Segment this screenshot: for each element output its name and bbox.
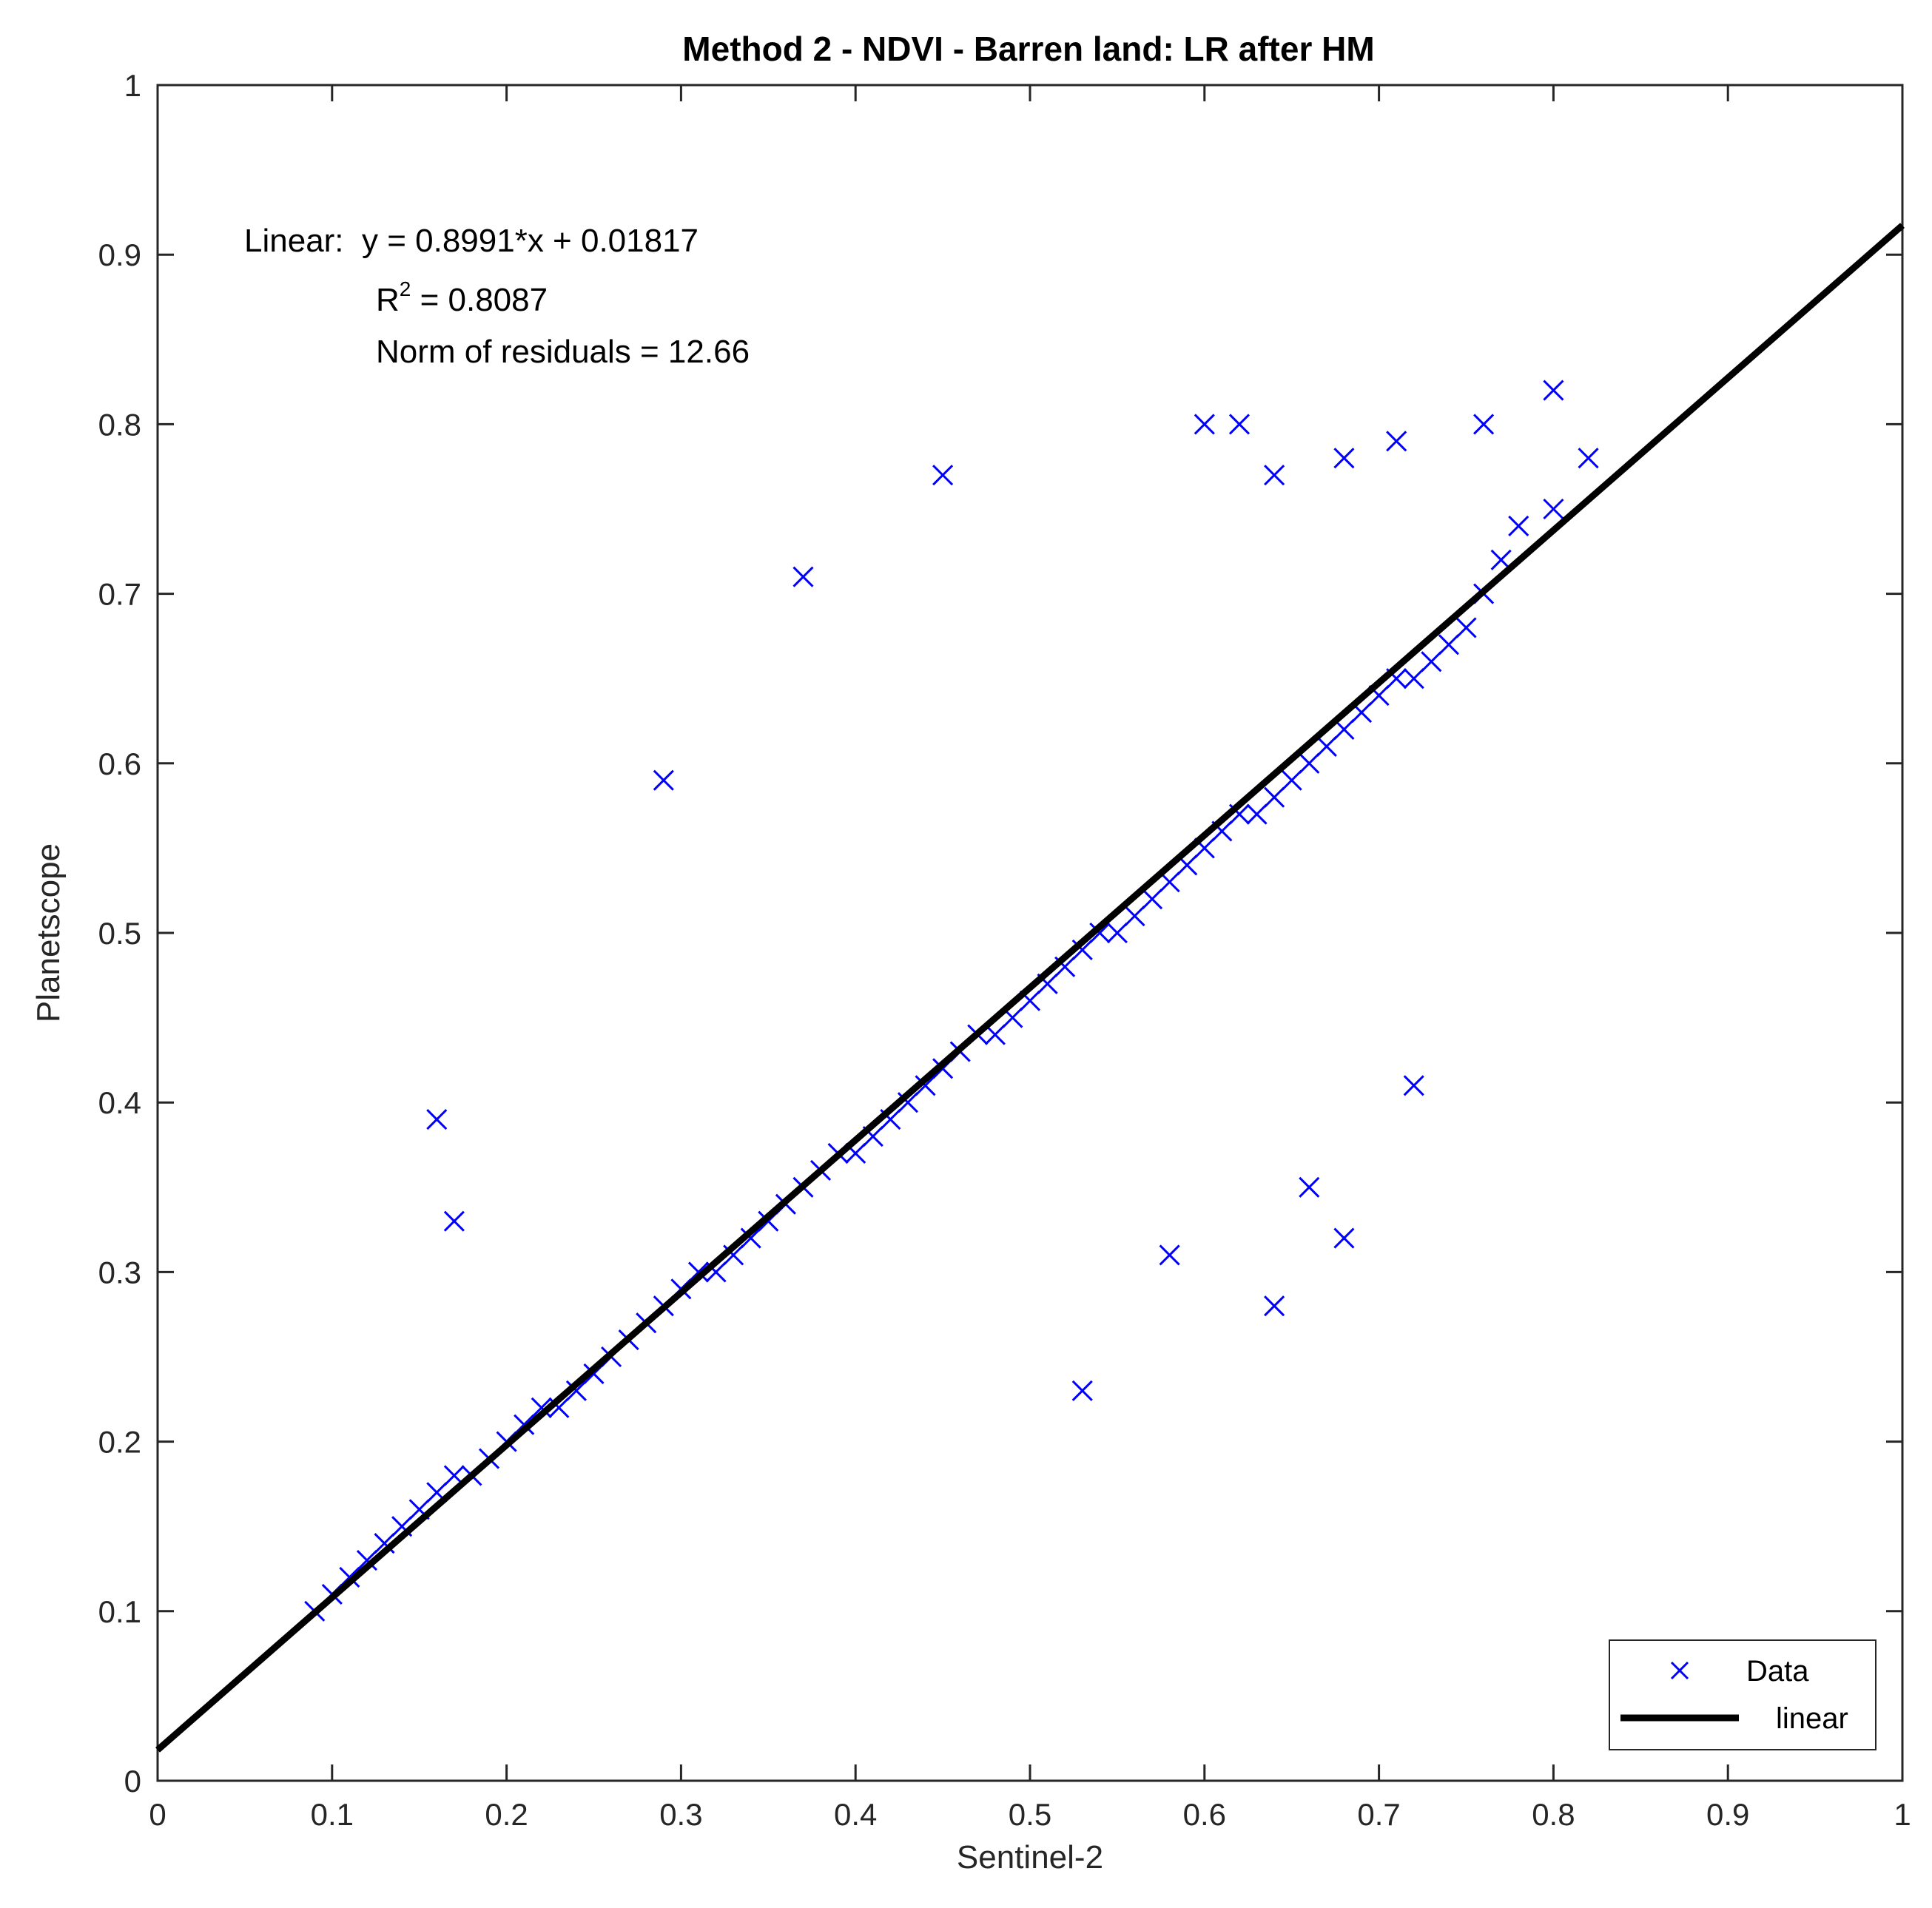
data-point (792, 566, 814, 587)
r-squared-symbol: R (376, 282, 400, 318)
data-point (1403, 1075, 1424, 1096)
x-axis-ticks: 0 0.1 0.2 0.3 0.4 0.5 0.6 0.7 0.8 0.9 1 (149, 85, 1911, 1832)
data-point (1438, 634, 1459, 655)
legend-data-label: Data (1746, 1655, 1809, 1688)
legend: Data linear (1609, 1639, 1877, 1750)
r-squared-text: R2 = 0.8087 (376, 277, 548, 318)
y-tick-label: 0.6 (98, 746, 141, 781)
x-tick-label: 0 (149, 1797, 166, 1832)
y-tick-label: 0.3 (98, 1255, 141, 1290)
data-point (1578, 448, 1599, 469)
x-tick-label: 0.3 (659, 1797, 702, 1832)
data-point (1246, 803, 1268, 825)
data-point (1141, 889, 1163, 910)
data-point (1299, 752, 1320, 774)
data-point (426, 1109, 448, 1130)
data-point (531, 1397, 552, 1418)
x-tick-label: 0.9 (1706, 1797, 1749, 1832)
data-point (565, 1380, 587, 1401)
data-point (984, 1024, 1006, 1045)
data-point (1159, 1244, 1180, 1266)
norm-of-residuals-text: Norm of residuals = 12.66 (376, 334, 750, 370)
y-axis-ticks: 0 0.1 0.2 0.3 0.4 0.5 0.6 0.7 0.8 0.9 1 (98, 68, 1902, 1799)
data-point (1473, 414, 1495, 435)
linear-fit-line (155, 223, 1905, 1753)
x-tick-label: 0.6 (1183, 1797, 1226, 1832)
y-tick-label: 0.7 (98, 577, 141, 612)
data-point (1106, 922, 1128, 944)
fit-annotation: Linear: y = 0.8991*x + 0.01817 R2 = 0.80… (244, 223, 750, 370)
data-point (1264, 786, 1285, 808)
x-tick-label: 0.7 (1357, 1797, 1400, 1832)
legend-linear-label: linear (1776, 1702, 1848, 1735)
y-axis-label: Planetscope (30, 843, 67, 1022)
data-point (932, 465, 954, 486)
data-point (1386, 431, 1407, 452)
data-point (1089, 922, 1111, 944)
r-squared-exponent: 2 (400, 277, 411, 300)
equation-text: Linear: y = 0.8991*x + 0.01817 (244, 223, 699, 259)
x-axis-label: Sentinel-2 (957, 1839, 1103, 1875)
data-point (1316, 735, 1337, 757)
data-point (687, 1261, 710, 1283)
data-point (1508, 515, 1529, 536)
data-point (1333, 448, 1355, 469)
plot-area (155, 84, 1905, 1782)
x-tick-label: 0.1 (311, 1797, 354, 1832)
y-tick-label: 0 (124, 1764, 141, 1799)
x-tick-label: 0.5 (1009, 1797, 1051, 1832)
data-point (1543, 380, 1564, 401)
data-point (1421, 651, 1442, 672)
x-tick-label: 1 (1894, 1797, 1911, 1832)
data-point (356, 1549, 378, 1571)
y-tick-label: 0.9 (98, 237, 141, 272)
legend-box (1609, 1639, 1877, 1750)
data-point (1071, 1380, 1093, 1401)
data-point (1194, 414, 1215, 435)
data-point (740, 1227, 761, 1249)
data-point (1299, 1176, 1320, 1198)
legend-data-marker (1670, 1661, 1689, 1680)
data-point (443, 1210, 465, 1232)
x-tick-label: 0.4 (834, 1797, 877, 1832)
y-tick-label: 0.2 (98, 1425, 141, 1460)
y-tick-label: 0.4 (98, 1085, 141, 1120)
x-tick-label: 0.2 (485, 1797, 528, 1832)
y-tick-label: 0.5 (98, 916, 141, 951)
data-point (1124, 906, 1145, 927)
x-tick-label: 0.8 (1532, 1797, 1575, 1832)
y-tick-label: 0.1 (98, 1594, 141, 1629)
chart-title: Method 2 - NDVI - Barren land: LR after … (682, 30, 1374, 68)
data-point (1333, 1227, 1355, 1249)
data-point (1281, 769, 1302, 791)
data-point (1264, 465, 1285, 486)
data-point (1403, 668, 1424, 690)
data-point (1228, 414, 1251, 435)
y-tick-label: 0.8 (98, 407, 141, 442)
data-point (1264, 1295, 1285, 1317)
r-squared-value: = 0.8087 (411, 282, 548, 318)
data-point (1543, 498, 1564, 520)
y-tick-label: 1 (124, 68, 141, 103)
data-point (653, 769, 674, 791)
data-point (1455, 617, 1477, 638)
data-point (915, 1075, 936, 1096)
